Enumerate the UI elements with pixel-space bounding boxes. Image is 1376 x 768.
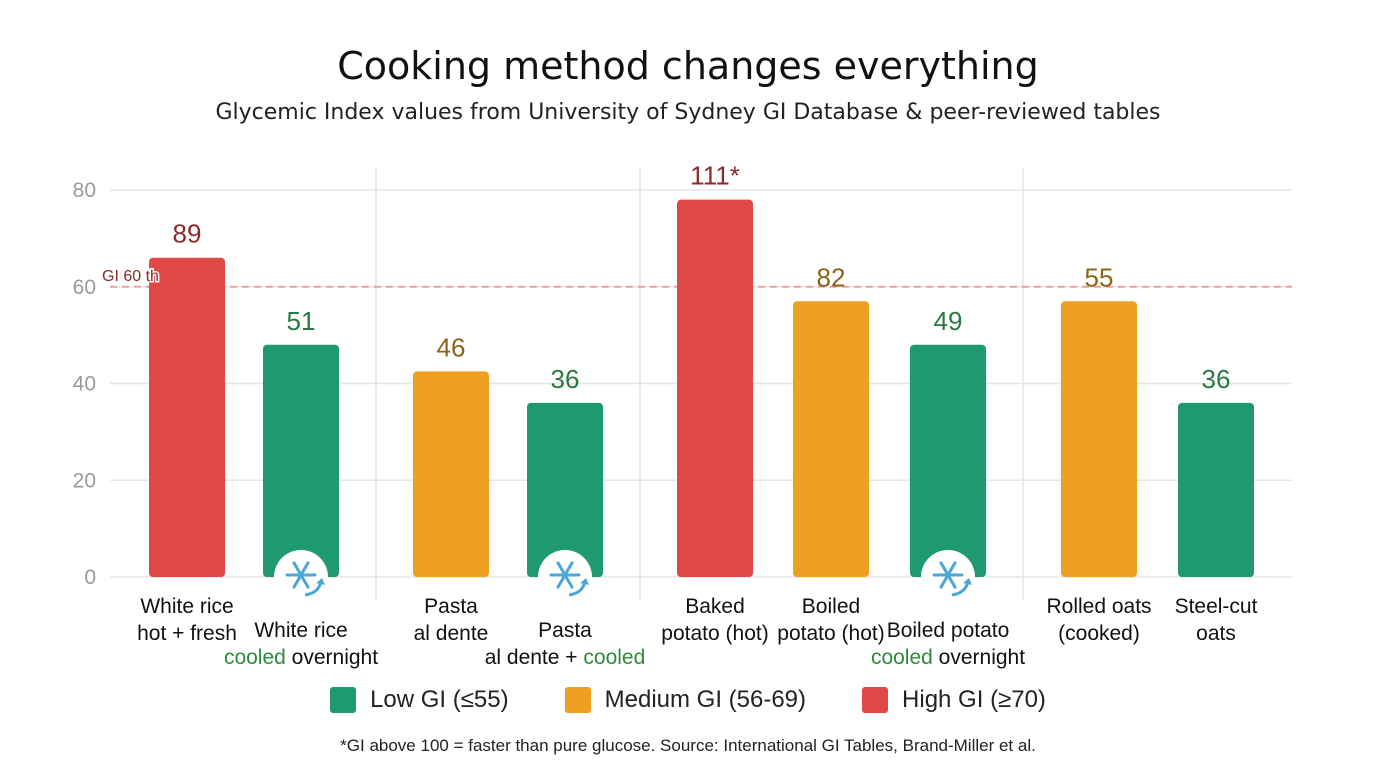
snowflake-icon-arm	[939, 561, 957, 589]
category-label-line-1: White rice	[140, 595, 233, 618]
legend-label-medium: Medium GI (56-69)	[604, 686, 807, 713]
snowflake-icon-arm	[292, 561, 310, 589]
category-label-part: overnight	[286, 646, 378, 669]
category-label-line-1: Pasta	[424, 595, 478, 618]
legend-item-medium: Medium GI (56-69)	[564, 686, 807, 714]
footnote: *GI above 100 = faster than pure glucose…	[340, 736, 1036, 755]
legend: Low GI (≤55) Medium GI (56-69) High GI (…	[0, 686, 1376, 714]
category-label-part: al dente +	[485, 646, 584, 669]
category-label-line-2: al dente + cooled	[485, 646, 646, 669]
bar-value-label: 89	[173, 219, 202, 249]
bar-1-1	[527, 402, 603, 577]
cooled-highlight: cooled	[871, 646, 933, 669]
bar-value-label: 46	[437, 332, 466, 362]
bar-value-label: 36	[1202, 364, 1231, 394]
snowflake-icon-arrowhead	[580, 578, 589, 585]
bar-2-0	[677, 199, 753, 578]
legend-item-high: High GI (≥70)	[862, 686, 1046, 714]
category-label-line-2: oats	[1196, 622, 1236, 645]
category-label-line-1: Boiled	[802, 595, 860, 618]
category-label-line-2: al dente	[414, 622, 489, 645]
y-tick-label-80: 80	[73, 179, 96, 202]
category-label-line-2: hot + fresh	[137, 622, 237, 645]
y-tick-label-0: 0	[84, 566, 96, 589]
snowflake-icon-arrowhead	[316, 578, 325, 585]
bar-2-2	[910, 344, 986, 577]
category-label-line-2: (cooked)	[1058, 622, 1140, 645]
bar-value-label: 111*	[690, 161, 740, 191]
chart-subtitle: Glycemic Index values from University of…	[215, 100, 1161, 125]
category-label-line-1: Baked	[685, 595, 745, 618]
cooled-highlight: cooled	[583, 646, 645, 669]
bar-value-label: 36	[551, 364, 580, 394]
chart-title: Cooking method changes everything	[337, 44, 1039, 88]
category-label-line-2: cooled overnight	[224, 646, 378, 669]
y-tick-label-60: 60	[73, 276, 96, 299]
legend-swatch-high	[862, 687, 889, 713]
category-label-line-1: Rolled oats	[1046, 595, 1151, 618]
threshold-label: GI 60 th	[102, 268, 159, 285]
cooled-highlight: cooled	[224, 646, 286, 669]
category-label-line-2: potato (hot)	[661, 622, 768, 645]
y-tick-label-20: 20	[73, 469, 96, 492]
category-label-line-1: Steel-cut	[1175, 595, 1258, 618]
bar-value-label: 49	[934, 306, 963, 336]
legend-swatch-medium	[564, 687, 591, 713]
bar-2-1	[793, 301, 869, 577]
category-label-line-1: Boiled potato	[887, 619, 1010, 642]
bar-0-1	[263, 344, 339, 577]
gi-bar-chart: 0 20 40 60 80 89 White rice hot + fresh 51 White …	[73, 161, 1292, 669]
legend-label-low: Low GI (≤55)	[370, 686, 509, 713]
snowflake-icon-arm	[556, 561, 574, 589]
category-label-line-2: potato (hot)	[777, 622, 884, 645]
legend-item-low: Low GI (≤55)	[330, 686, 509, 714]
snowflake-icon	[274, 550, 328, 604]
legend-swatch-low	[330, 687, 357, 713]
bar-value-label: 55	[1085, 262, 1114, 292]
category-label-line-1: White rice	[254, 619, 347, 642]
category-label-line-2: cooled overnight	[871, 646, 1025, 669]
snowflake-icon	[538, 550, 592, 604]
snowflake-icon	[921, 550, 975, 604]
bar-3-0	[1061, 301, 1137, 577]
category-label-line-1: Pasta	[538, 619, 592, 642]
bar-value-label: 51	[287, 306, 316, 336]
bar-value-label: 82	[817, 262, 846, 292]
bar-0-0	[149, 257, 225, 577]
y-tick-label-40: 40	[73, 373, 96, 396]
legend-label-high: High GI (≥70)	[902, 686, 1046, 713]
bar-3-1	[1178, 402, 1254, 577]
snowflake-icon-arrowhead	[963, 578, 972, 585]
category-label-part: overnight	[933, 646, 1025, 669]
bar-1-0	[413, 371, 489, 577]
